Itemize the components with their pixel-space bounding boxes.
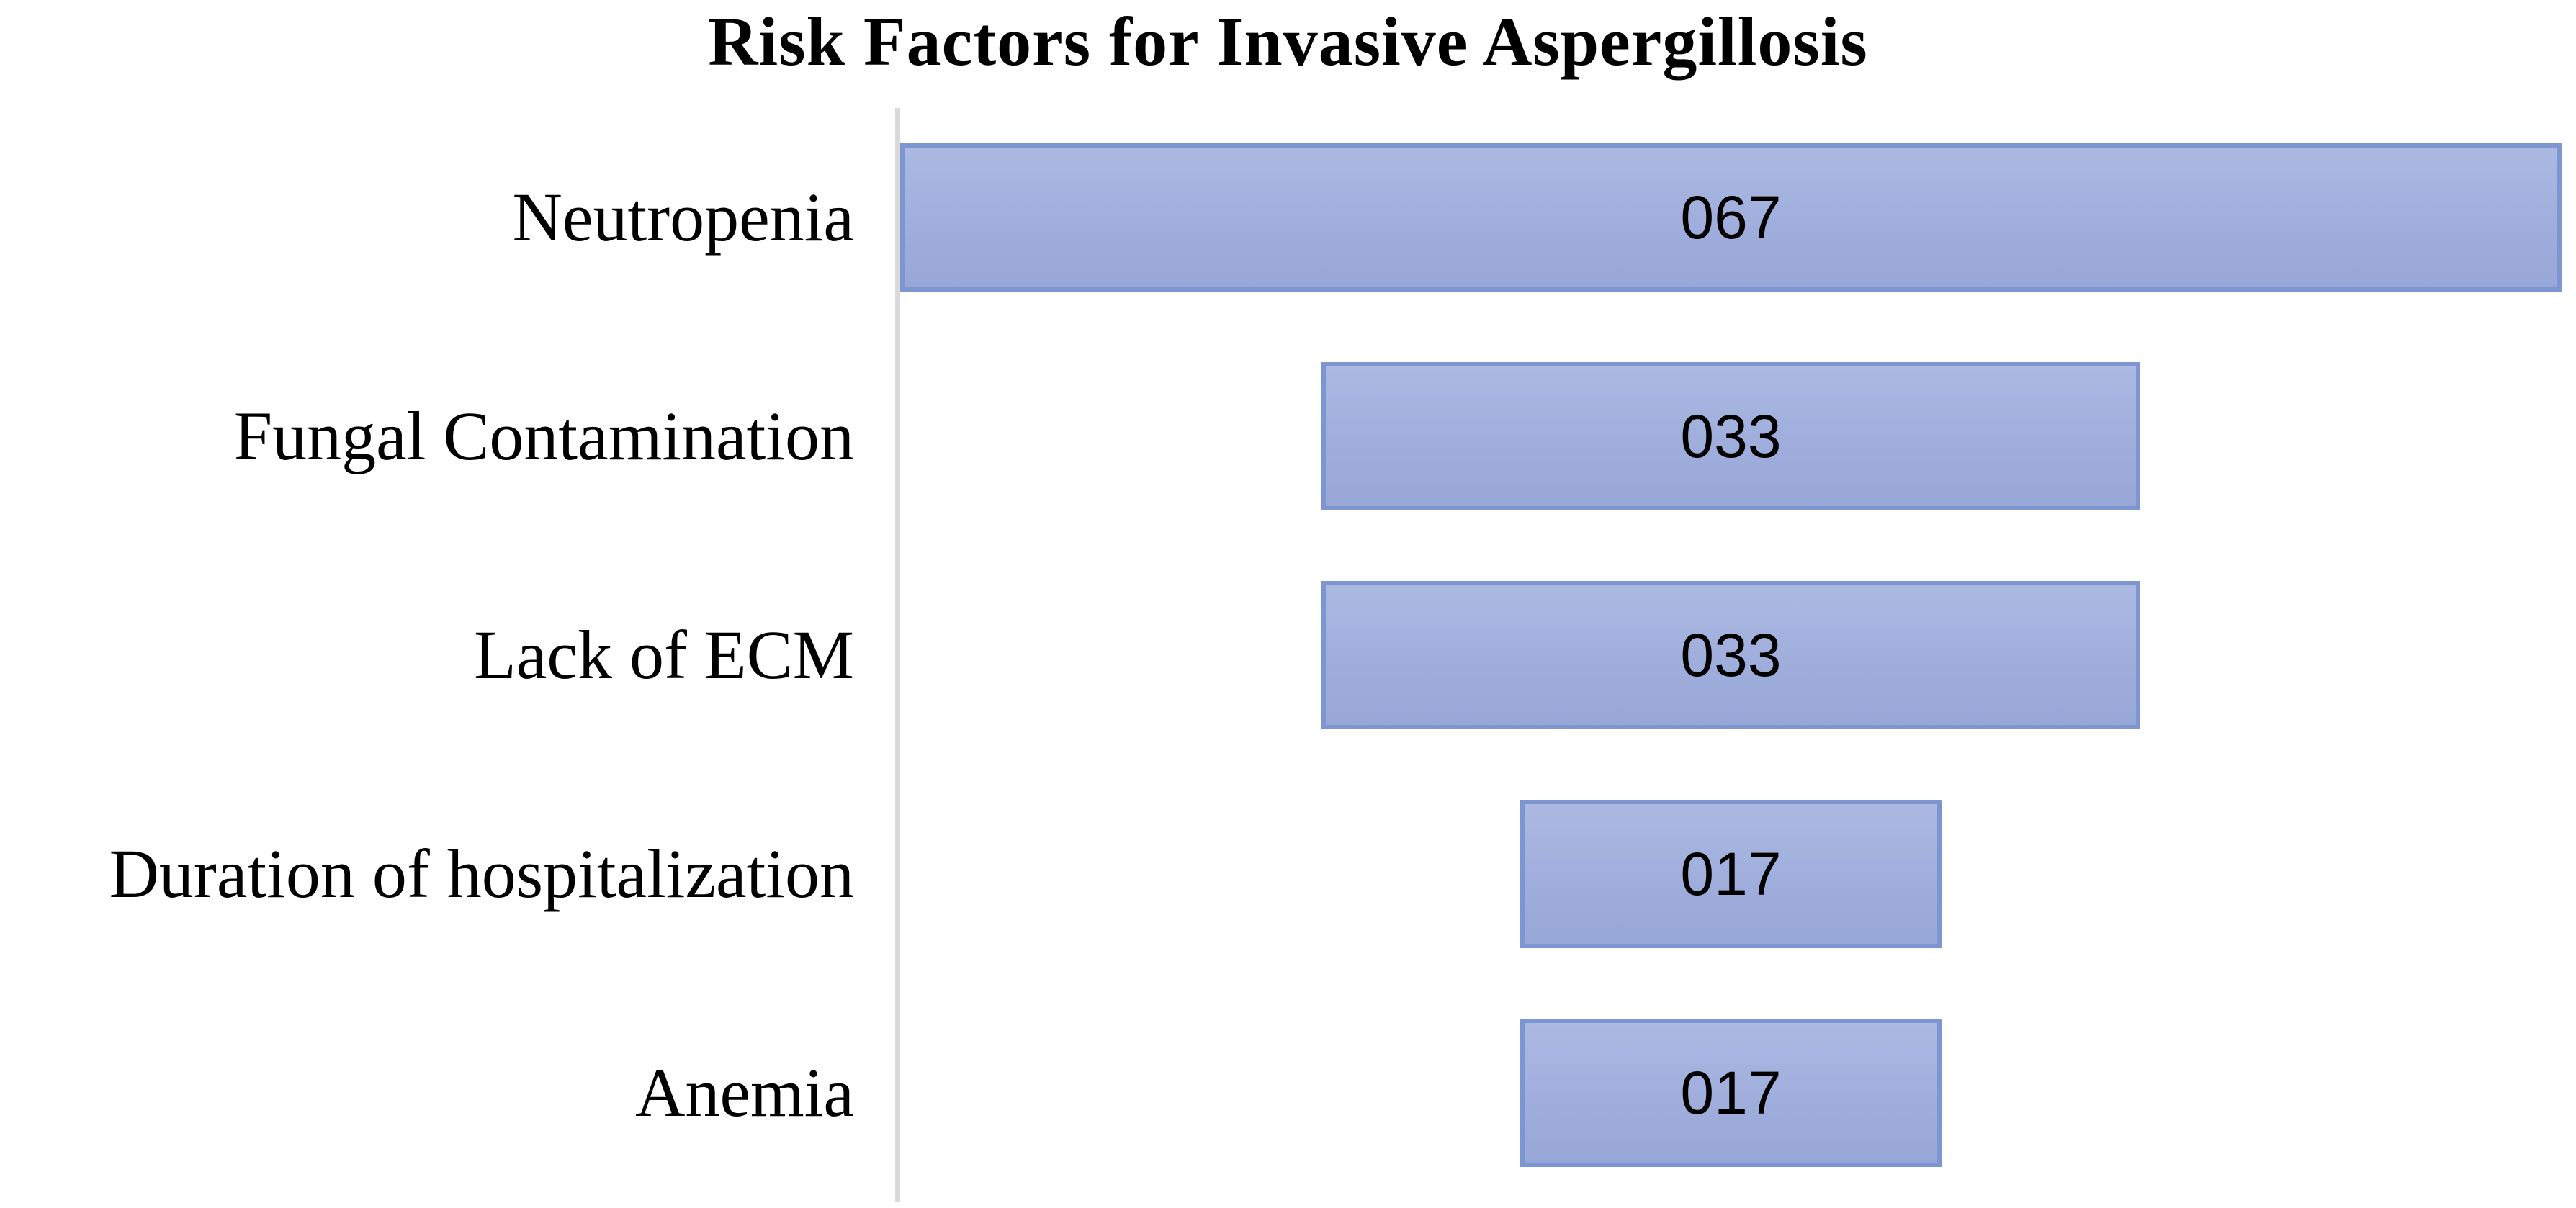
bar-value-label: 033 [1680,621,1782,689]
vertical-axis-line [895,108,900,1202]
bar-value-label: 033 [1680,402,1782,470]
funnel-bar: 067 [900,143,2562,292]
bar-value-label: 067 [1680,184,1782,251]
category-label: Fungal Contamination [233,397,854,474]
funnel-bar: 033 [1321,362,2140,510]
funnel-bar: 017 [1520,1019,1942,1167]
bar-value-label: 017 [1680,1059,1782,1127]
category-label: Anemia [635,1054,854,1131]
category-label: Lack of ECM [474,616,854,693]
bar-value-label: 017 [1680,840,1782,908]
category-label: Duration of hospitalization [109,835,854,912]
funnel-bar: 033 [1321,581,2140,729]
funnel-bar: 017 [1520,800,1942,948]
chart-title: Risk Factors for Invasive Aspergillosis [708,3,1868,80]
category-label: Neutropenia [512,179,854,256]
